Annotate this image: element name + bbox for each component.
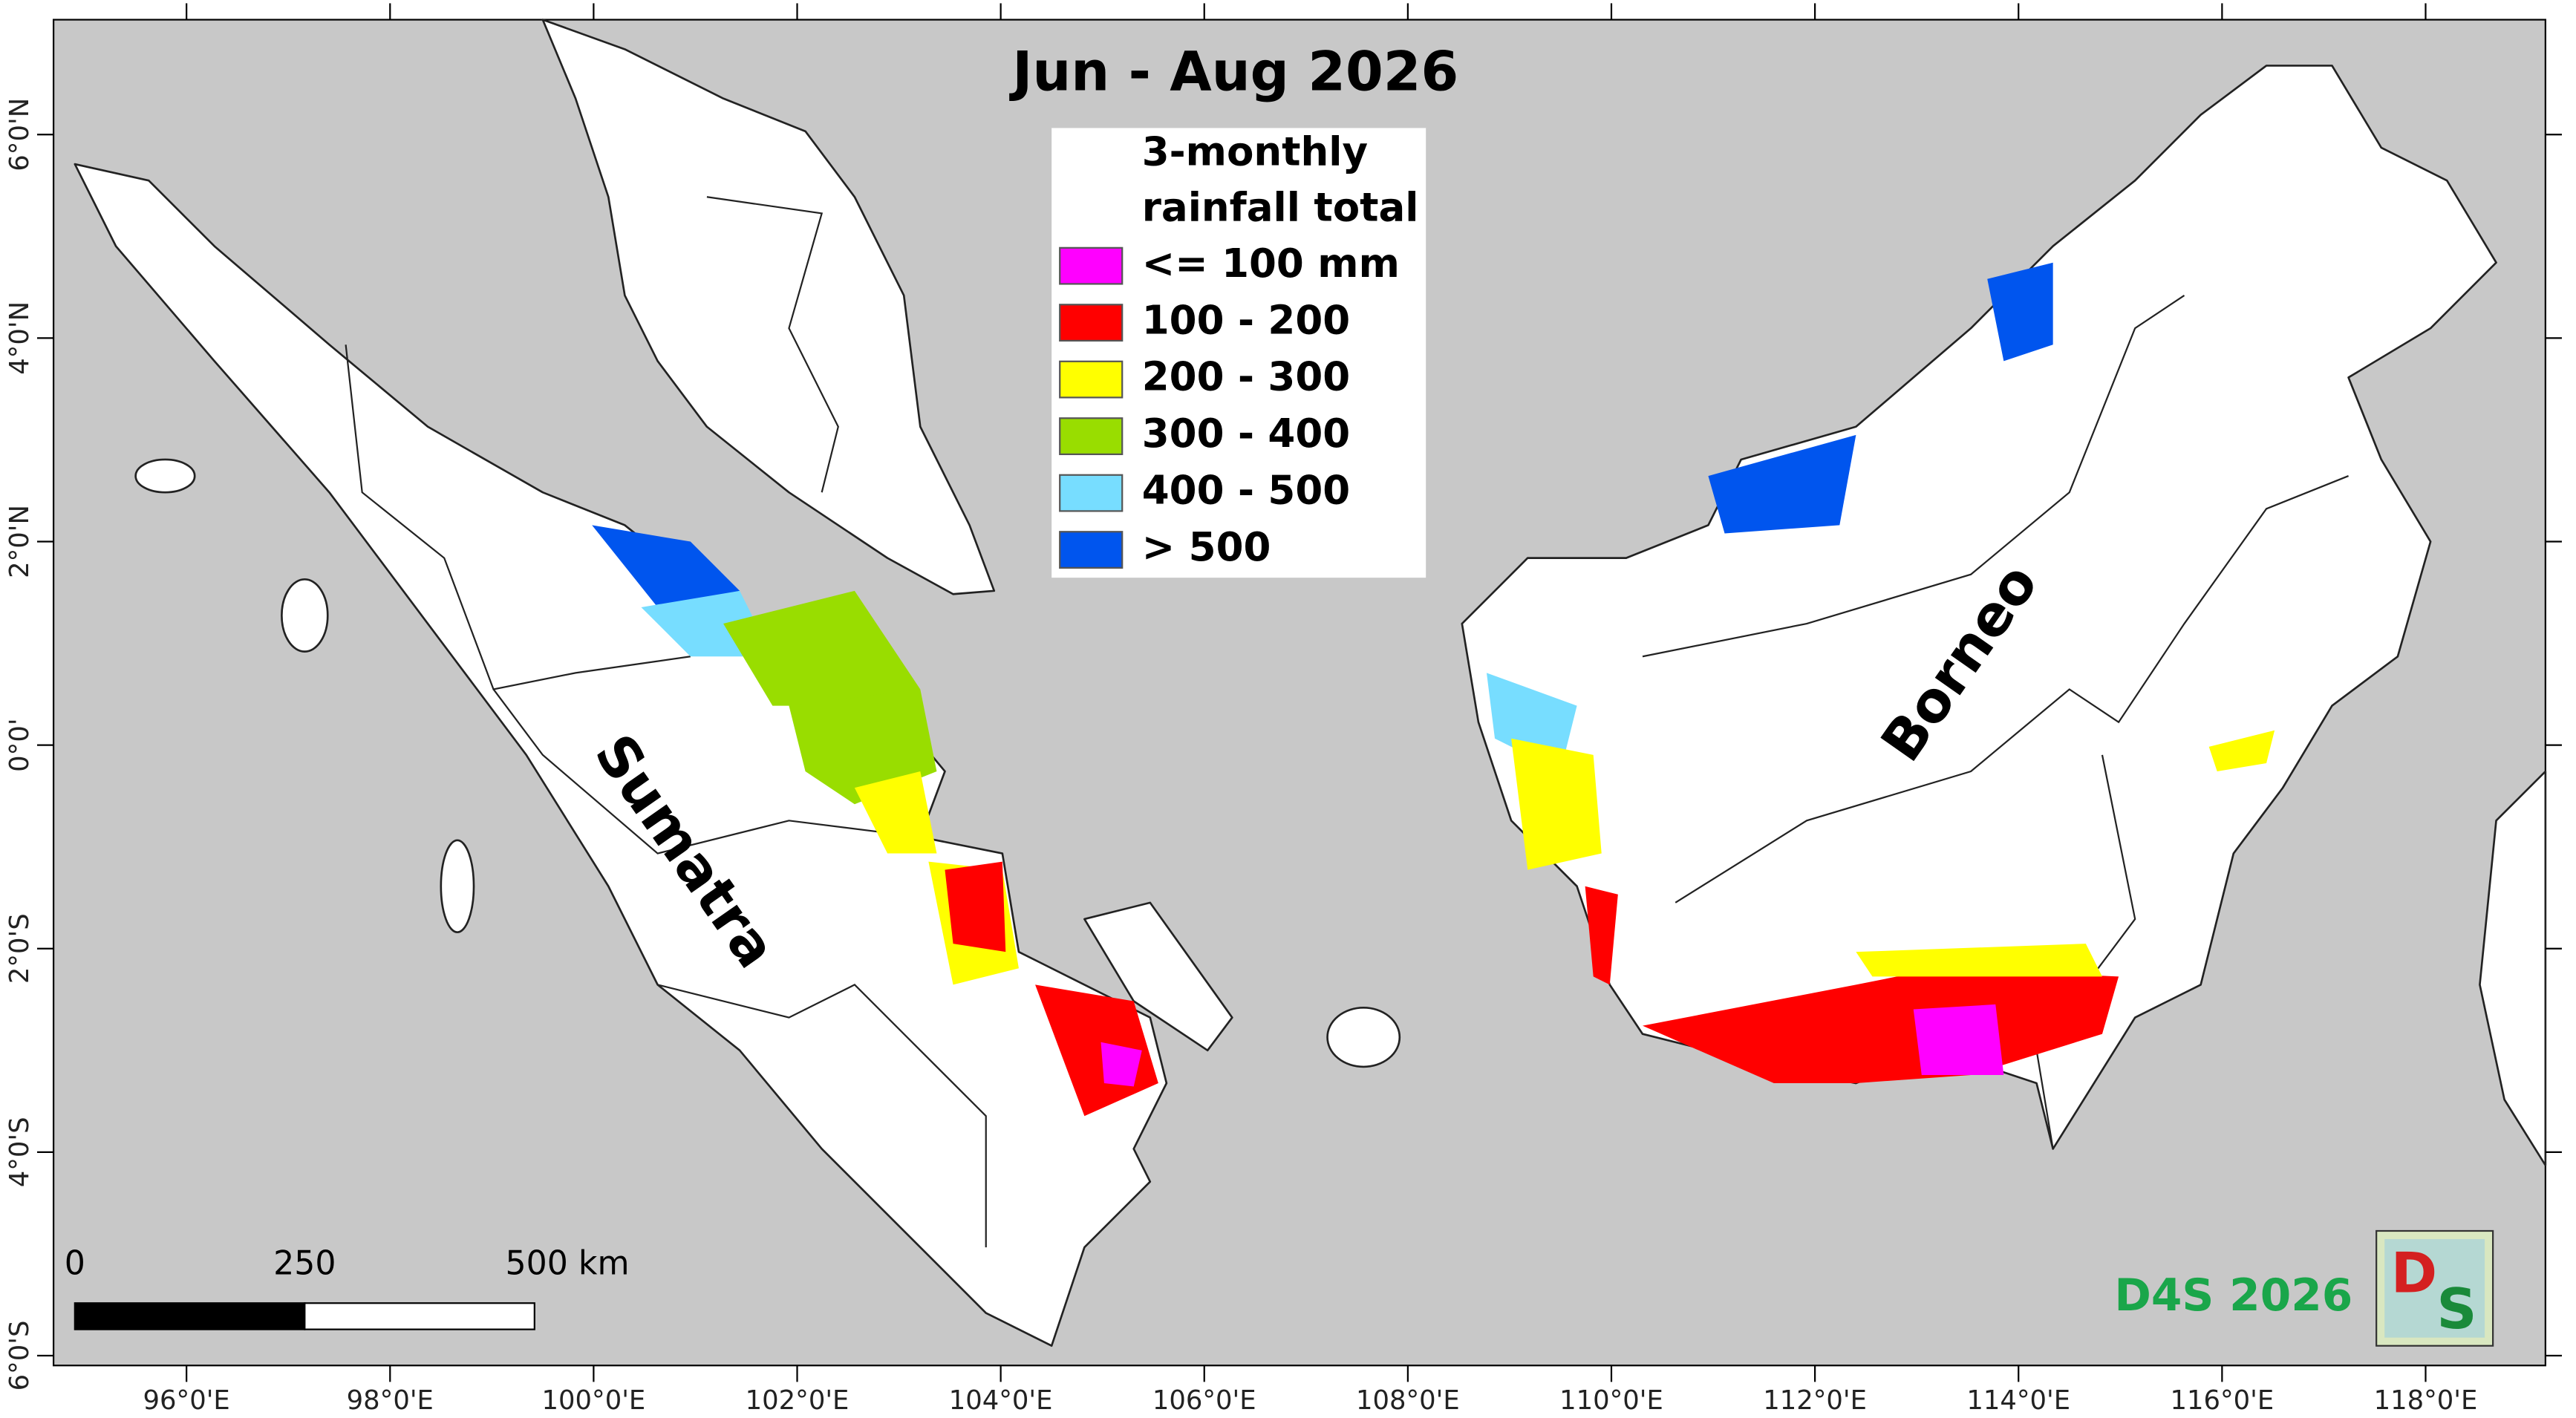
logo-bg [2384,1239,2485,1338]
boundary [706,196,839,493]
lon-label: 98°0'E [347,1385,434,1416]
legend-swatch [1059,360,1124,399]
lon-label: 110°0'E [1559,1385,1663,1416]
lat-label: 4°0'S [4,1117,35,1187]
map-title: Jun - Aug 2026 [1008,41,1458,104]
sumatra-land [74,163,1168,1347]
legend: 3-monthly rainfall total <= 100 mm 100 - 20… [1059,128,1419,570]
lon-label: 106°0'E [1152,1385,1256,1416]
legend-label: > 500 [1142,524,1271,570]
lon-label: 118°0'E [2374,1385,2478,1416]
malay-peninsula [541,19,996,595]
simeulue-island [281,578,329,653]
legend-swatch [1059,304,1124,342]
lon-label: 96°0'E [143,1385,230,1416]
boundary [1675,475,2349,904]
credit: D4S 2026 [2114,1270,2352,1321]
legend-swatch [1059,417,1124,456]
small-island [134,458,196,494]
boundary [492,688,921,855]
boundary [657,984,987,1248]
legend-swatch [1059,531,1124,569]
lat-label: 6°0'S [4,1321,35,1391]
scale-bar-black [74,1302,306,1330]
legend-swatch [1059,474,1124,512]
lon-label: 108°0'E [1356,1385,1460,1416]
scale-bar-white [304,1302,535,1330]
boundary [1642,294,2185,658]
legend-label: 300 - 400 [1142,411,1350,457]
lon-label: 114°0'E [1966,1385,2070,1416]
legend-title: rainfall total [1142,185,1419,231]
lat-label: 4°0'N [4,301,35,375]
legend-label: <= 100 mm [1142,241,1400,287]
graticule: 96°0'E 98°0'E 100°0'E 102°0'E 104°0'E 106°0'E… [4,3,2562,1416]
rain-patch [854,771,937,854]
legend-swatch [1059,246,1124,285]
rain-patch [2208,730,2275,772]
rain-patch [1511,738,1602,870]
landmass [74,19,2547,1347]
legend-title: 3-monthly [1142,128,1368,174]
scale-label: 500 km [505,1244,629,1282]
bangka-island [1083,901,1233,1052]
legend-label: 100 - 200 [1142,297,1350,343]
lon-label: 102°0'E [746,1385,850,1416]
lon-label: 100°0'E [542,1385,646,1416]
lat-label: 6°0'N [4,98,35,171]
lat-label: 2°0'S [4,913,35,984]
scale-label: 0 [65,1244,85,1282]
rain-patch [1987,262,2053,362]
rain-patch [1856,944,2102,977]
rain-patch [1913,1004,2004,1075]
scale-label: 250 [273,1244,336,1282]
rain-patch [945,861,1006,953]
rain-patch [1486,673,1577,772]
rain-patch [1585,886,1618,985]
boundary [345,344,691,690]
sulawesi-land [2479,770,2547,1166]
lat-label: 0°0' [4,718,35,771]
legend-label: 400 - 500 [1142,468,1350,514]
lon-label: 104°0'E [949,1385,1053,1416]
logo-letter: D [2391,1240,2437,1305]
lat-label: 2°0'N [4,505,35,578]
rain-patch [592,525,740,607]
lon-label: 116°0'E [2170,1385,2274,1416]
rain-patch [1708,434,1856,534]
siberut-island [440,839,475,933]
rain-patch [1100,1042,1142,1087]
rainfall-patches [592,262,2275,1117]
logo-letter: S [2436,1276,2476,1342]
rain-patch [789,689,937,805]
legend-label: 200 - 300 [1142,354,1350,400]
lon-label: 112°0'E [1763,1385,1867,1416]
rain-patch [723,590,921,706]
province-boundaries [345,196,2349,1248]
belitung-island [1326,1007,1401,1068]
